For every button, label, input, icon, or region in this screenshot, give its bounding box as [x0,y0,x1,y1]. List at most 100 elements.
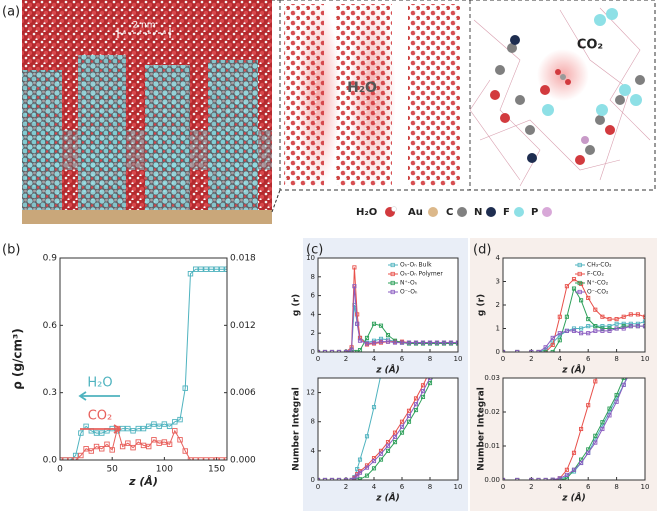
data-marker [161,421,168,427]
data-marker [371,321,377,326]
data-marker [156,440,162,446]
plot-area [503,378,645,480]
data-marker [448,340,454,345]
data-marker [614,392,619,398]
data-marker [621,324,626,329]
data-marker [586,295,591,301]
x-tick-label: 10 [641,355,650,363]
data-marker [355,321,360,326]
x-tick-label: 6 [586,355,591,363]
data-marker [352,284,357,289]
data-marker [571,467,577,472]
data-marker [156,423,162,430]
x-tick-label: 8 [428,355,432,363]
x-tick-label: 10 [454,483,463,491]
atom-legend-label: N [474,207,482,218]
data-marker [378,339,384,344]
data-marker [564,284,569,289]
y-tick-label: 4 [311,447,316,455]
legend-marker [577,271,582,277]
data-marker [413,408,419,413]
panel-label: (d) [473,243,491,258]
data-marker [607,413,612,418]
data-marker [399,424,405,429]
series-line [503,287,645,352]
series-line [503,378,625,480]
data-marker [130,444,136,451]
data-marker [628,324,633,329]
zoom-images: H₂O CO₂ [279,0,656,191]
data-marker [600,326,605,331]
x-axis-label: z (Å) [375,365,400,376]
data-marker [413,402,419,407]
y2-tick-label: 0.006 [230,388,256,398]
data-marker [83,446,89,452]
data-marker [104,441,110,447]
data-marker [628,312,633,317]
y-tick-label: 0.03 [484,374,500,382]
data-marker [93,443,100,450]
data-marker [99,446,105,452]
data-marker [579,331,584,336]
annotation-arrow [78,391,120,401]
data-marker [586,403,591,408]
legend-marker [577,289,582,295]
data-marker [357,470,363,475]
data-marker [635,312,640,317]
panel-label: (a) [2,5,20,20]
data-marker [213,457,220,460]
data-marker [224,266,227,272]
series-line [318,286,458,352]
data-marker [564,472,569,477]
data-marker [371,340,377,345]
atom-legend-label: C [446,207,453,218]
data-marker [406,419,412,424]
data-marker [586,331,591,336]
data-marker [593,307,598,312]
legend-label: F-CO₂ [587,271,605,278]
x-tick-label: 8 [614,483,618,491]
y-tick-label: 0.3 [43,388,57,398]
data-marker [177,437,183,443]
data-marker [600,426,605,432]
data-marker [593,379,598,384]
data-marker [600,324,605,329]
data-marker [406,340,412,345]
data-marker [198,457,204,460]
data-marker [146,423,152,430]
data-marker [586,317,591,322]
data-marker [352,476,357,480]
plot-frame [502,377,646,481]
y-axis-label: g (r) [292,294,302,316]
data-marker [192,457,199,460]
y-tick-label: 8 [311,418,315,426]
data-marker [198,266,204,272]
x-tick-label: 0 [316,355,320,363]
data-marker [564,314,569,319]
x-tick-label: 0 [57,465,63,475]
data-marker [399,430,405,435]
data-marker [635,321,640,326]
data-marker [62,457,68,460]
data-marker [635,324,640,329]
data-marker [392,440,398,445]
atom-legend-label: Au [408,207,423,218]
data-marker [172,428,178,434]
x-axis-label: z (Å) [561,493,586,504]
data-marker [628,321,633,326]
data-marker [557,338,562,343]
data-marker [392,340,398,345]
data-marker [579,298,584,303]
data-marker [543,345,548,350]
y-tick-label: 0 [496,348,500,356]
plot-frame [317,377,459,481]
data-marker [109,447,115,453]
data-marker [99,430,105,436]
y-tick-label: 2 [311,329,315,337]
data-marker [593,433,598,438]
y-tick-label: 3 [496,278,500,286]
data-marker [357,477,363,480]
y-axis-label: g (r) [477,294,487,316]
y-tick-label: 4 [311,310,316,318]
